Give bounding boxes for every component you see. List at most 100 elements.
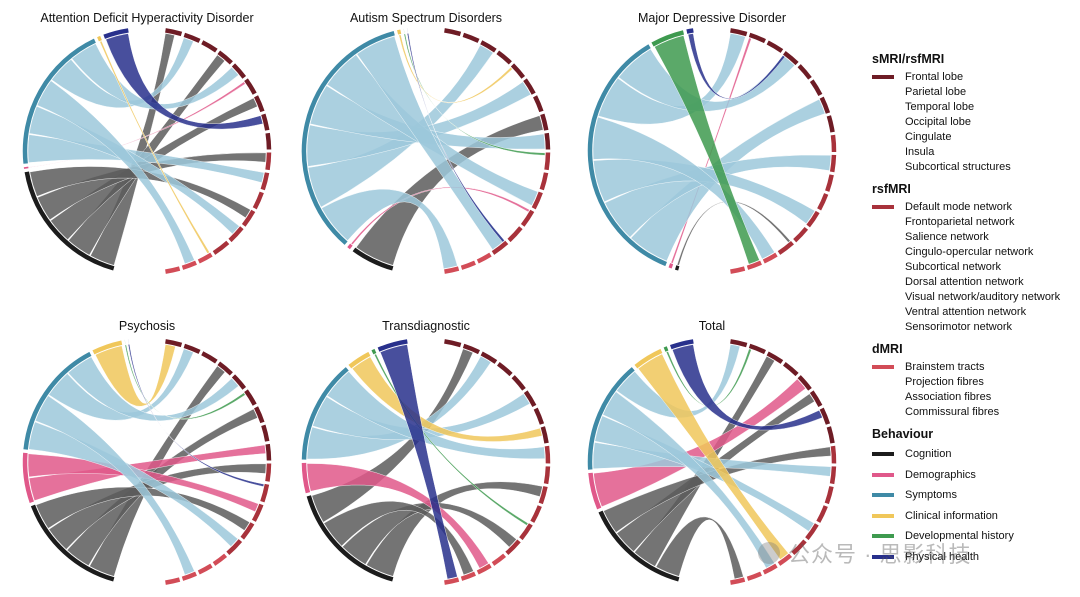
panel-title: Attention Deficit Hyperactivity Disorder (40, 11, 253, 25)
brain-arc (496, 50, 512, 65)
brain-arc (816, 505, 828, 523)
behaviour-arc (352, 247, 394, 271)
brain-arc (460, 260, 476, 270)
brain-arc (244, 78, 257, 95)
brain-arc (444, 266, 460, 274)
ribbon (95, 344, 176, 407)
behaviour-arc (301, 462, 311, 494)
behaviour-arc (97, 35, 102, 42)
brain-arc (533, 407, 545, 425)
legend-item: Frontal lobe (872, 69, 1072, 84)
behaviour-arc (674, 265, 680, 271)
legend-item: Sensorimotor network (905, 320, 1012, 333)
ribbon (29, 166, 251, 218)
behaviour-arc (301, 31, 395, 245)
brain-arc (241, 209, 256, 227)
brain-arc (231, 374, 247, 390)
legend-group-title: Behaviour (872, 427, 934, 441)
brain-arc (523, 78, 536, 95)
ribbon (592, 116, 775, 260)
legend-item: Dorsal attention network (905, 275, 1024, 288)
brain-arc (825, 174, 834, 192)
brain-arc (480, 40, 497, 53)
behaviour-arc (22, 452, 34, 503)
legend-item: Cingulate (905, 130, 952, 143)
brain-arc (533, 95, 544, 113)
brain-arc (254, 95, 265, 113)
legend-group-behaviour: Behaviour Cognition Demographics Symptom… (872, 427, 1072, 567)
legend: sMRI/rsfMRI Frontal lobe Parietal lobe T… (872, 52, 1072, 575)
brain-arc (260, 483, 270, 503)
brain-arc (217, 50, 233, 65)
legend-item: Projection fibres (905, 375, 984, 388)
ribbon (67, 356, 239, 422)
brain-arc (491, 553, 507, 566)
legend-item: Cognition (872, 444, 1072, 465)
brain-arc (507, 226, 523, 243)
legend-item: Default mode network (872, 199, 1072, 214)
behaviour-arc (663, 346, 669, 352)
brain-arc (511, 375, 526, 391)
ribbon (374, 353, 529, 526)
brain-arc (261, 113, 270, 131)
behaviour-arc (24, 171, 115, 271)
brain-arc (265, 463, 272, 482)
legend-swatch (872, 452, 894, 457)
brain-arc (746, 571, 762, 581)
panel-title: Total (699, 319, 725, 333)
brain-arc (806, 210, 820, 228)
behaviour-arc (22, 38, 96, 164)
legend-swatch (872, 513, 894, 518)
brain-arc (444, 339, 462, 348)
legend-item: Physical health (872, 547, 1072, 568)
brain-arc (231, 63, 247, 79)
ribbon (350, 186, 530, 245)
ribbon (35, 486, 250, 531)
brain-arc (265, 152, 272, 171)
brain-arc (538, 486, 548, 505)
ribbon (307, 44, 494, 208)
ribbon (637, 353, 789, 560)
brain-arc (165, 28, 183, 37)
legend-swatch (872, 364, 894, 369)
ribbon (672, 344, 823, 431)
brain-arc (793, 226, 809, 243)
brain-arc (805, 523, 819, 541)
brain-arc (226, 539, 243, 556)
brain-arc (762, 563, 778, 575)
behaviour-arc (587, 367, 635, 470)
ribbon (380, 344, 458, 580)
brain-arc (819, 96, 831, 114)
brain-arc (496, 361, 513, 377)
brain-arc (766, 40, 784, 53)
behaviour-arc (668, 263, 674, 269)
legend-item: Ventral attention network (905, 305, 1027, 318)
panel-title: Major Depressive Disorder (638, 11, 786, 25)
brain-arc (826, 426, 835, 444)
ribbon (355, 115, 544, 266)
brain-arc (228, 226, 244, 243)
behaviour-arc (301, 367, 349, 460)
legend-item: Symptoms (872, 485, 1072, 506)
brain-arc (444, 28, 462, 37)
chord-panel: Autism Spectrum Disorders (301, 11, 551, 274)
behaviour-arc (306, 495, 394, 582)
brain-arc (201, 351, 218, 364)
ribbon (311, 348, 474, 523)
legend-item: Clinical information (872, 506, 1072, 527)
brain-arc (240, 522, 255, 540)
brain-arc (762, 252, 778, 264)
brain-arc (510, 63, 526, 79)
chord-panel: Attention Deficit Hyperactivity Disorder (22, 11, 272, 274)
legend-swatch (872, 534, 894, 539)
legend-item: Subcortical network (905, 260, 1001, 273)
brain-arc (491, 240, 509, 255)
brain-arc (462, 32, 480, 43)
ribbon (306, 463, 489, 569)
ribbons (592, 344, 832, 580)
brain-arc (520, 209, 535, 227)
brain-arc (748, 32, 766, 44)
brain-arc (809, 79, 823, 97)
brain-arc (829, 154, 837, 173)
behaviour-arc (588, 472, 602, 510)
